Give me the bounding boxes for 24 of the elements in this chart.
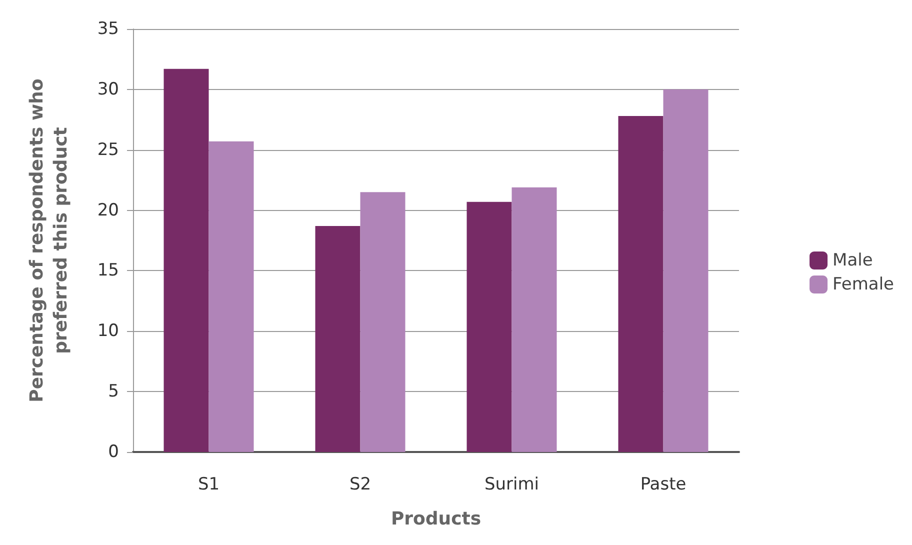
- bar: [618, 116, 664, 452]
- bar: [663, 89, 708, 452]
- bar: [164, 68, 209, 452]
- x-axis-title: Products: [390, 508, 482, 530]
- y-tick-label: 15: [97, 260, 119, 281]
- y-tick-label: 30: [97, 79, 119, 100]
- x-tick-label: S1: [198, 474, 220, 494]
- bar: [315, 226, 360, 452]
- bar: [360, 192, 406, 452]
- x-tick-label: Surimi: [484, 474, 540, 494]
- legend-label: Female: [832, 274, 894, 294]
- y-axis-title: Percentage of respondents who preferred this product: [26, 78, 72, 402]
- y-tick-label: 20: [97, 200, 119, 220]
- y-tick-label: 25: [97, 140, 119, 160]
- y-tick-label: 10: [97, 321, 119, 342]
- bar: [208, 141, 254, 452]
- x-tick-label: Paste: [640, 474, 686, 494]
- bar: [512, 187, 557, 452]
- x-tick-label: S2: [349, 474, 372, 494]
- y-tick-label: 0: [108, 442, 119, 462]
- legend-label: Male: [832, 250, 873, 270]
- y-tick-label: 35: [97, 19, 119, 39]
- y-tick-label: 5: [108, 382, 119, 402]
- bar: [466, 202, 512, 452]
